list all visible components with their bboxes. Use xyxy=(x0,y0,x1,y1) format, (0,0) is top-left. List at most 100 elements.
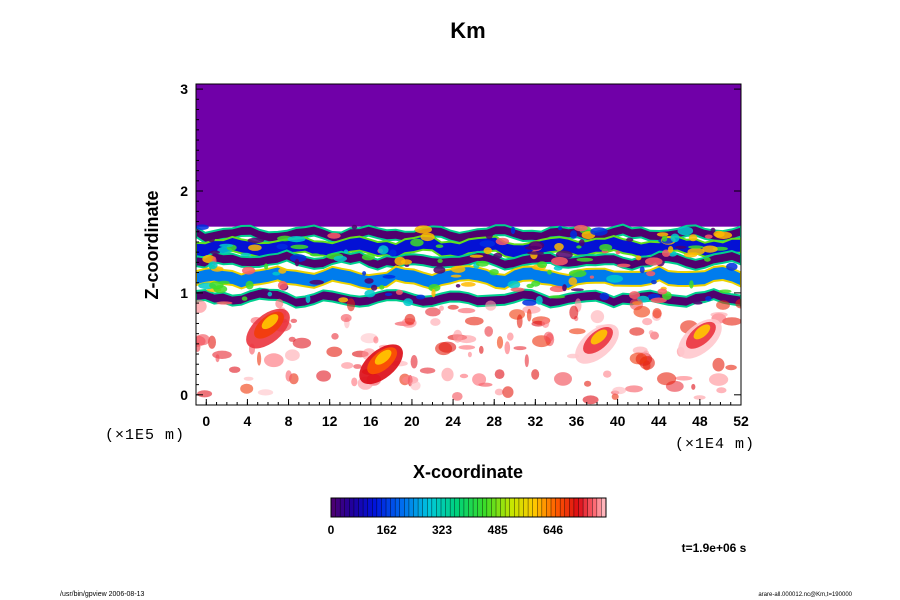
eddy-blob xyxy=(635,255,642,261)
colorbar-segment xyxy=(454,498,460,517)
eddy-blob xyxy=(662,249,671,257)
colorbar-segment xyxy=(569,498,575,517)
eddy-blob xyxy=(394,256,406,266)
eddy-blob xyxy=(639,266,645,274)
eddy-blob xyxy=(584,380,592,387)
eddy-blob xyxy=(576,245,582,249)
colorbar-segment xyxy=(592,498,598,517)
eddy-blob xyxy=(712,357,725,372)
eddy-blob xyxy=(657,372,677,386)
eddy-blob xyxy=(485,300,497,311)
x-tick-label: 16 xyxy=(363,413,379,429)
colorbar-segment xyxy=(564,498,570,517)
colorbar-segment xyxy=(427,498,433,517)
eddy-blob xyxy=(460,282,476,287)
eddy-blob xyxy=(371,284,378,291)
chart-title: Km xyxy=(450,18,485,43)
colorbar-segment xyxy=(431,498,437,517)
time-label: t=1.9e+06 s xyxy=(682,541,747,555)
eddy-blob xyxy=(209,250,220,255)
plot-frame xyxy=(195,83,742,406)
colorbar-segment xyxy=(344,498,350,517)
colorbar-segment xyxy=(560,498,566,517)
hot-spot xyxy=(590,329,608,345)
uniform-region xyxy=(196,84,741,227)
eddy-blob xyxy=(571,288,584,292)
colorbar-segment xyxy=(573,498,579,517)
eddy-blob xyxy=(579,239,585,247)
eddy-blob xyxy=(554,243,564,251)
eddy-blob xyxy=(331,333,339,340)
x-tick-label: 12 xyxy=(322,413,338,429)
eddy-blob xyxy=(489,269,499,276)
eddy-blob xyxy=(526,251,545,255)
footer-right: arare-all.000012.nc@Km,t=190000 xyxy=(758,592,852,598)
eddy-blob xyxy=(541,318,550,329)
eddy-blob xyxy=(395,289,403,295)
eddy-blob xyxy=(633,305,651,318)
eddy-blob xyxy=(373,336,379,344)
colorbar-segment xyxy=(349,498,355,517)
eddy-blob xyxy=(509,309,526,320)
colorbar-segment xyxy=(496,498,501,517)
eddy-blob xyxy=(216,301,233,305)
eddy-blob xyxy=(294,258,300,267)
eddy-blob xyxy=(309,279,325,285)
hot-spot xyxy=(374,349,392,365)
eddy-blob xyxy=(452,392,463,401)
eddy-blob xyxy=(472,373,487,386)
colorbar-segment xyxy=(422,498,428,517)
eddy-blob xyxy=(704,257,711,262)
eddy-blob xyxy=(626,237,634,242)
colorbar-segment xyxy=(340,498,346,517)
colorbar-segment xyxy=(596,498,602,517)
eddy-blob xyxy=(574,224,588,232)
eddy-blob xyxy=(551,256,568,266)
eddy-blob xyxy=(688,234,698,242)
colorbar-segment xyxy=(551,498,556,517)
eddy-blob xyxy=(547,269,552,275)
eddy-blob xyxy=(562,284,567,292)
eddy-blob xyxy=(384,292,393,296)
eddy-blob xyxy=(693,301,703,305)
eddy-blob xyxy=(642,318,653,326)
plot-area xyxy=(196,84,741,405)
eddy-blob xyxy=(494,388,504,396)
eddy-blob xyxy=(543,331,554,343)
eddy-blob xyxy=(327,232,341,239)
colorbar-segment xyxy=(363,498,368,517)
colorbar-segment xyxy=(445,498,451,517)
eddy-blob xyxy=(657,288,668,295)
eddy-blob xyxy=(430,318,441,326)
eddy-blob xyxy=(537,261,548,268)
eddy-blob xyxy=(382,274,396,279)
eddy-blob xyxy=(625,385,643,393)
eddy-blob xyxy=(531,320,546,327)
x-axis: 0 4 8 12 16 20 24 28 32 36 40 44 48 52 xyxy=(195,399,749,429)
eddy-blob xyxy=(196,224,209,230)
eddy-blob xyxy=(346,298,356,312)
eddy-blob xyxy=(611,393,619,400)
eddy-blob xyxy=(568,277,578,286)
eddy-blob xyxy=(716,387,727,394)
eddy-blob xyxy=(288,336,296,342)
eddy-blob xyxy=(651,280,657,285)
eddy-blob xyxy=(451,265,466,273)
eddy-blob xyxy=(202,254,216,264)
eddy-blob xyxy=(439,305,444,311)
eddy-blob xyxy=(240,383,254,394)
colorbar-segment xyxy=(578,498,584,517)
eddy-blob xyxy=(483,247,492,255)
eddy-blob xyxy=(526,308,532,322)
eddy-blob xyxy=(535,296,543,305)
eddy-blob xyxy=(656,232,669,237)
eddy-blob xyxy=(340,314,352,322)
x-tick-label: 28 xyxy=(486,413,502,429)
colorbar-segment xyxy=(372,498,378,517)
eddy-blob xyxy=(524,354,529,368)
eddy-blob xyxy=(683,252,698,258)
eddy-blob xyxy=(209,281,224,290)
eddy-blob xyxy=(569,328,586,335)
eddy-blob xyxy=(616,263,631,268)
